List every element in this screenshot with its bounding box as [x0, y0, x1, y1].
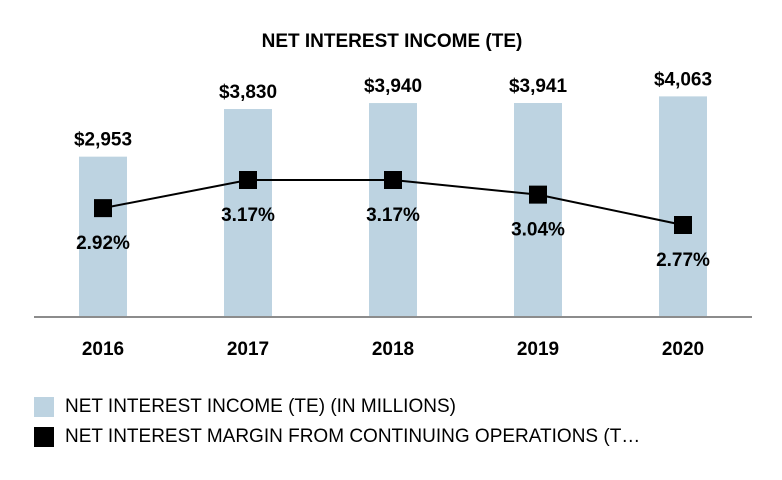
legend-swatch-line	[34, 427, 54, 447]
margin-marker-2018	[384, 171, 402, 189]
x-tick-label-2020: 2020	[662, 339, 704, 360]
bars-group	[79, 96, 707, 318]
x-tick-label-2018: 2018	[372, 339, 414, 360]
legend-swatch-bar	[34, 397, 54, 417]
x-tick-label-2017: 2017	[227, 339, 269, 360]
chart: NET INTEREST INCOME (TE) $2,953 2016 $3,83…	[34, 31, 752, 360]
bar-2020	[659, 96, 707, 318]
bar-2017	[224, 109, 272, 317]
bar-value-label-2019: $3,941	[509, 76, 568, 97]
margin-value-label-2016: 2.92%	[76, 233, 130, 254]
x-tick-label-2016: 2016	[82, 339, 124, 360]
bar-2016	[79, 156, 127, 317]
margin-line-group	[94, 171, 692, 234]
bar-value-label-2017: $3,830	[219, 82, 277, 103]
legend-label-bar: NET INTEREST INCOME (TE) (IN MILLIONS)	[65, 396, 456, 417]
bar-2019	[514, 103, 562, 318]
x-tick-label-2019: 2019	[517, 339, 559, 360]
bar-value-label-2016: $2,953	[74, 130, 132, 151]
bar-2018	[369, 103, 417, 317]
margin-value-label-2018: 3.17%	[366, 205, 420, 226]
bar-value-label-2018: $3,940	[364, 76, 422, 97]
margin-value-label-2017: 3.17%	[221, 205, 275, 226]
margin-marker-2019	[529, 185, 547, 204]
chart-title: NET INTEREST INCOME (TE)	[262, 31, 523, 52]
legend-marker	[34, 427, 54, 447]
legend-label-line: NET INTEREST MARGIN FROM CONTINUING OPER…	[65, 426, 641, 447]
bar-value-label-2020: $4,063	[654, 69, 712, 90]
labels-group: $2,953 2016 $3,830 2017 $3,940 2018 $3,941 2019…	[74, 69, 712, 360]
margin-marker-2020	[674, 216, 692, 234]
margin-marker-2016	[94, 199, 112, 218]
margin-value-label-2020: 2.77%	[656, 250, 710, 271]
margin-value-label-2019: 3.04%	[511, 220, 565, 241]
margin-marker-2017	[239, 171, 257, 189]
